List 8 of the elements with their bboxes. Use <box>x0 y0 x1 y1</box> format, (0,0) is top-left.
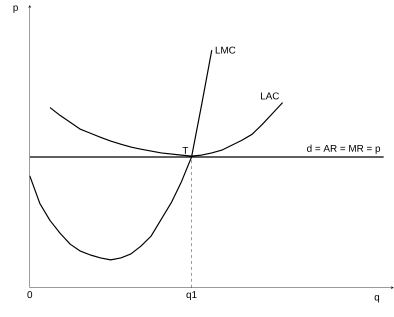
series-label: LAC <box>260 92 280 100</box>
series-label: LMC <box>216 46 236 54</box>
series-label: d = AR = MR = p <box>307 144 380 154</box>
annotation: T <box>182 146 188 154</box>
y-axis-title: p <box>13 5 18 13</box>
x-tick-label: 0 <box>27 290 32 298</box>
x-axis-title: q <box>374 294 380 302</box>
x-tick-label: q1 <box>186 290 197 300</box>
